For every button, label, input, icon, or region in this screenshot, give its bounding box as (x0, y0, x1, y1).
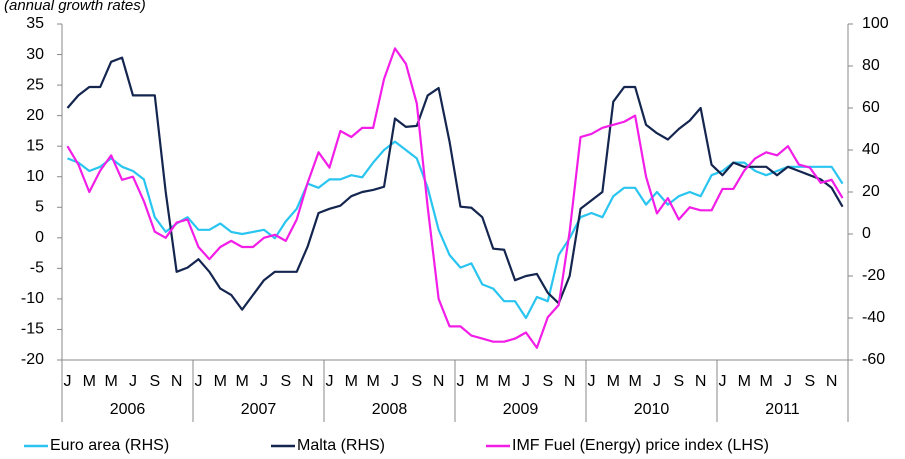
x-tick-label: S (411, 373, 422, 390)
x-tick-label: J (260, 373, 268, 390)
x-tick-label: M (104, 373, 117, 390)
x-tick-label: M (497, 373, 510, 390)
x-tick-label: J (653, 373, 661, 390)
x-tick-label: J (194, 373, 202, 390)
x-group-label: 2011 (765, 401, 800, 418)
series-line (66, 56, 844, 311)
x-tick-label: M (738, 373, 751, 390)
y-tick-label: 0 (35, 229, 44, 246)
y2-tick-label: -40 (862, 309, 885, 326)
x-tick-label: M (83, 373, 96, 390)
x-tick-label: N (564, 373, 576, 390)
x-tick-label: J (456, 373, 464, 390)
x-tick-label: N (171, 373, 183, 390)
chart-subtitle: (annual growth rates) (4, 0, 146, 14)
x-tick-label: J (63, 373, 71, 390)
series-line (66, 47, 844, 349)
y2-tick-label: 0 (862, 225, 871, 242)
y2-tick-label: -20 (862, 267, 885, 284)
y-tick-label: -15 (21, 321, 44, 338)
y2-tick-label: 100 (862, 15, 889, 32)
x-tick-label: J (391, 373, 399, 390)
y2-tick-label: 80 (862, 57, 880, 74)
y-tick-label: 25 (26, 76, 44, 93)
y-tick-label: 10 (26, 168, 44, 185)
x-tick-label: S (280, 373, 291, 390)
y-tick-label: 35 (26, 15, 44, 32)
legend-label: Euro area (RHS) (50, 437, 169, 454)
series-line (67, 140, 844, 320)
y2-tick-label: 60 (862, 99, 880, 116)
x-tick-label: M (345, 373, 358, 390)
x-tick-label: N (302, 373, 314, 390)
x-tick-label: M (607, 373, 620, 390)
x-tick-label: M (214, 373, 227, 390)
x-tick-label: N (433, 373, 445, 390)
y-tick-label: 20 (26, 107, 44, 124)
x-group-label: 2009 (503, 401, 539, 418)
x-tick-label: M (235, 373, 248, 390)
x-tick-label: M (759, 373, 772, 390)
x-tick-label: M (476, 373, 489, 390)
y2-tick-label: 40 (862, 141, 880, 158)
y-tick-label: -20 (21, 351, 44, 368)
x-tick-label: J (587, 373, 595, 390)
legend-label: IMF Fuel (Energy) price index (LHS) (512, 437, 769, 454)
x-tick-label: J (522, 373, 530, 390)
x-tick-label: N (826, 373, 838, 390)
x-tick-label: S (542, 373, 553, 390)
x-tick-label: J (718, 373, 726, 390)
y2-tick-label: 20 (862, 183, 880, 200)
y2-tick-label: -60 (862, 351, 885, 368)
x-tick-label: S (673, 373, 684, 390)
x-tick-label: S (149, 373, 160, 390)
y-tick-label: 15 (26, 137, 44, 154)
y-tick-label: -10 (21, 290, 44, 307)
x-tick-label: S (804, 373, 815, 390)
x-tick-label: J (784, 373, 792, 390)
x-tick-label: J (129, 373, 137, 390)
y-tick-label: 30 (26, 46, 44, 63)
x-tick-label: M (628, 373, 641, 390)
y-tick-label: 5 (35, 198, 44, 215)
x-group-label: 2006 (110, 401, 146, 418)
legend-label: Malta (RHS) (297, 437, 385, 454)
x-group-label: 2008 (372, 401, 408, 418)
x-tick-label: J (325, 373, 333, 390)
x-group-label: 2010 (634, 401, 670, 418)
x-tick-label: M (366, 373, 379, 390)
x-group-label: 2007 (241, 401, 277, 418)
x-tick-label: N (695, 373, 707, 390)
y-tick-label: -5 (30, 260, 44, 277)
